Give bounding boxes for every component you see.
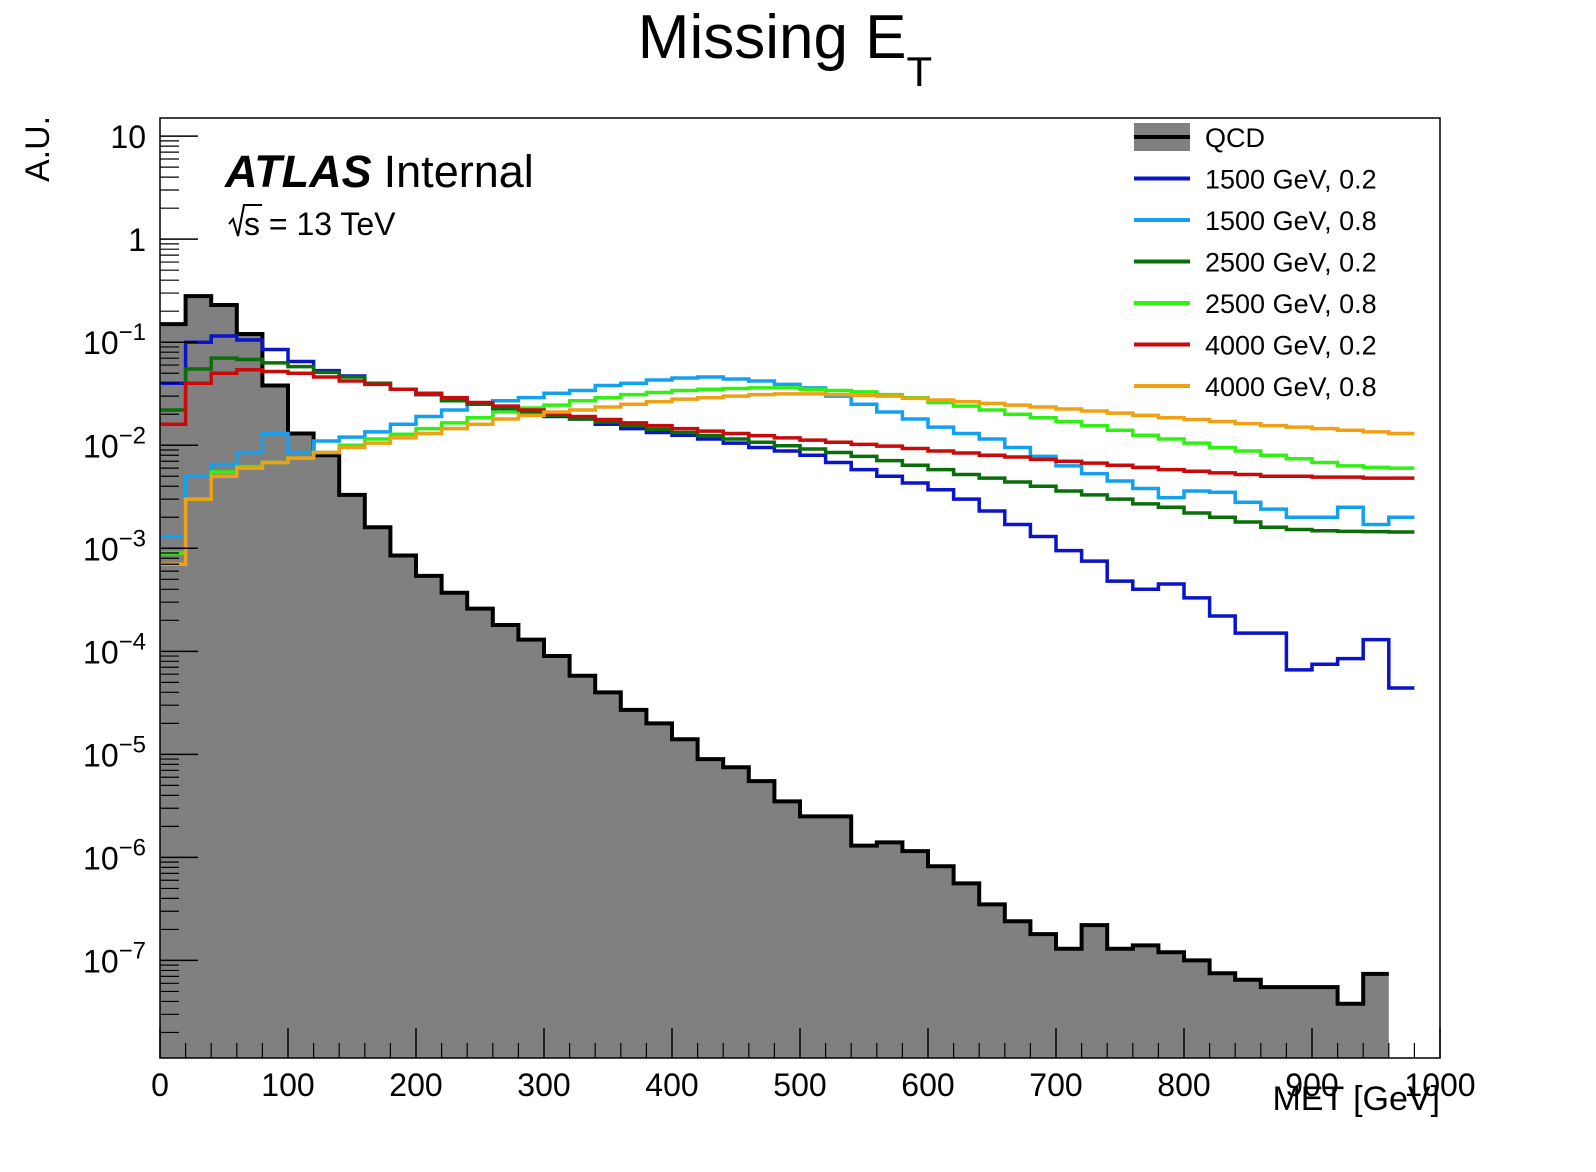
y-tick-label: 10−3 bbox=[83, 525, 146, 567]
x-tick-label: 300 bbox=[517, 1067, 570, 1103]
x-tick-label: 700 bbox=[1029, 1067, 1082, 1103]
legend-label: 1500 GeV, 0.8 bbox=[1205, 206, 1377, 236]
sqrt-symbol bbox=[228, 204, 262, 237]
y-tick-label: 10−1 bbox=[83, 319, 146, 361]
y-tick-label: 10 bbox=[110, 119, 146, 155]
atlas-label: ATLAS Internal bbox=[224, 146, 534, 197]
y-tick-label: 10−2 bbox=[83, 422, 146, 464]
legend-label: 1500 GeV, 0.2 bbox=[1205, 165, 1377, 195]
series-layer bbox=[160, 294, 1415, 1058]
energy-label-text: s = 13 TeV bbox=[244, 206, 396, 242]
y-tick-label: 10−4 bbox=[83, 628, 146, 670]
legend-label: 2500 GeV, 0.2 bbox=[1205, 248, 1377, 278]
x-tick-label: 200 bbox=[389, 1067, 442, 1103]
x-tick-label: 400 bbox=[645, 1067, 698, 1103]
series-line-4000-gev-0-2 bbox=[160, 368, 1415, 480]
legend-label: QCD bbox=[1205, 123, 1265, 153]
axis-layer: 0 100 200 300 400 500 600 700 800 900 1000 10 1 10−1 1… bbox=[83, 119, 1476, 1103]
x-tick-label: 800 bbox=[1157, 1067, 1210, 1103]
legend: QCD 1500 GeV, 0.2 1500 GeV, 0.8 2500 GeV, 0… bbox=[1134, 123, 1377, 402]
x-tick-label: 100 bbox=[261, 1067, 314, 1103]
y-tick-label: 10−5 bbox=[83, 731, 146, 773]
series-line-2500-gev-0-8 bbox=[160, 386, 1415, 555]
x-tick-label: 1000 bbox=[1404, 1067, 1475, 1103]
x-axis-label: MET [GeV] bbox=[1272, 1080, 1440, 1118]
series-line-qcd bbox=[160, 294, 1389, 1006]
legend-label: 2500 GeV, 0.8 bbox=[1205, 289, 1377, 319]
x-tick-label: 0 bbox=[151, 1067, 169, 1103]
y-axis-label: A.U. bbox=[19, 116, 57, 182]
series-line-4000-gev-0-8 bbox=[160, 392, 1415, 566]
chart-title: Missing ET bbox=[638, 3, 932, 95]
series-fill-qcd bbox=[160, 296, 1389, 1058]
x-tick-label: 500 bbox=[773, 1067, 826, 1103]
y-tick-label: 10−7 bbox=[83, 937, 146, 979]
y-tick-label: 10−6 bbox=[83, 834, 146, 876]
x-tick-label: 600 bbox=[901, 1067, 954, 1103]
series-line-1500-gev-0-8 bbox=[160, 375, 1415, 539]
legend-label: 4000 GeV, 0.2 bbox=[1205, 331, 1377, 361]
energy-label: s = 13 TeV bbox=[228, 204, 396, 242]
y-tick-label: 1 bbox=[128, 222, 146, 258]
legend-label: 4000 GeV, 0.8 bbox=[1205, 372, 1377, 402]
x-tick-label: 900 bbox=[1285, 1067, 1338, 1103]
